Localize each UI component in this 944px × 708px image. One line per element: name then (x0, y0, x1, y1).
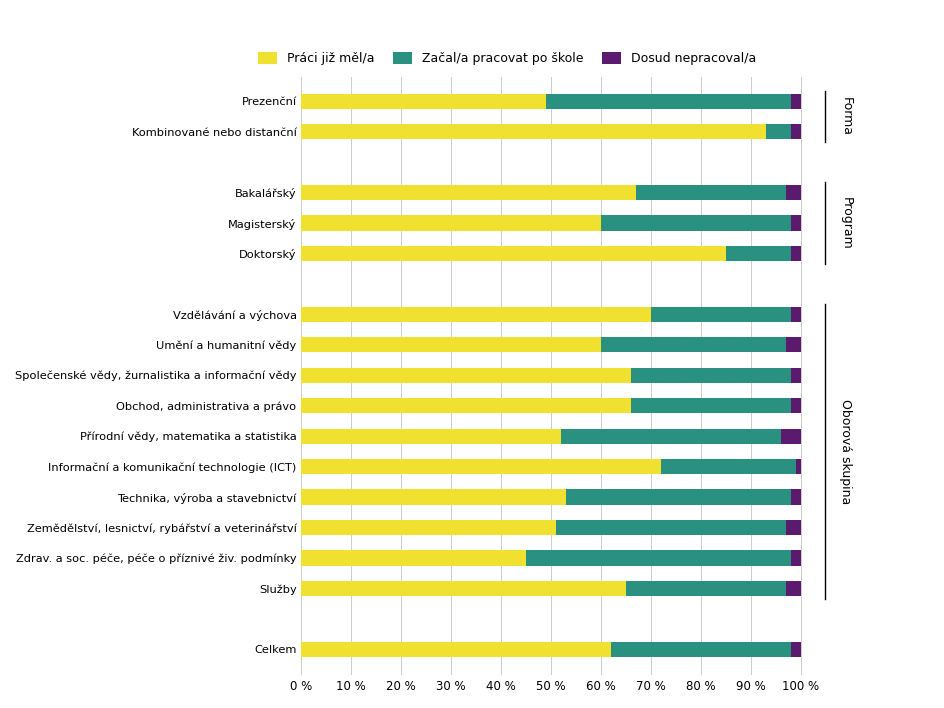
Bar (726, 246, 791, 261)
Bar (766, 124, 791, 139)
Bar (791, 367, 801, 383)
Text: Oborová skupina: Oborová skupina (839, 399, 852, 504)
Bar (301, 550, 526, 566)
Bar (785, 520, 801, 535)
Bar (791, 124, 801, 139)
Bar (611, 641, 791, 657)
Bar (526, 550, 791, 566)
Bar (661, 459, 796, 474)
Bar (566, 489, 791, 505)
Bar (791, 215, 801, 231)
Legend: Práci již měl/a, Začal/a pracovat po škole, Dosud nepracoval/a: Práci již měl/a, Začal/a pracovat po ško… (253, 47, 761, 70)
Text: Program: Program (839, 197, 852, 249)
Bar (301, 398, 631, 413)
Bar (785, 185, 801, 200)
Bar (301, 185, 636, 200)
Bar (301, 428, 561, 444)
Bar (301, 581, 626, 596)
Bar (301, 337, 601, 353)
Bar (791, 307, 801, 322)
Bar (556, 520, 785, 535)
Bar (301, 215, 601, 231)
Bar (301, 307, 651, 322)
Bar (301, 124, 766, 139)
Bar (791, 550, 801, 566)
Bar (301, 641, 611, 657)
Bar (651, 307, 791, 322)
Bar (631, 367, 791, 383)
Bar (636, 185, 785, 200)
Bar (791, 489, 801, 505)
Bar (301, 93, 546, 109)
Bar (601, 337, 785, 353)
Bar (626, 581, 785, 596)
Bar (796, 459, 801, 474)
Bar (301, 489, 566, 505)
Bar (631, 398, 791, 413)
Bar (791, 641, 801, 657)
Text: Forma: Forma (839, 97, 852, 136)
Bar (791, 93, 801, 109)
Bar (791, 246, 801, 261)
Bar (561, 428, 781, 444)
Bar (791, 398, 801, 413)
Bar (785, 337, 801, 353)
Bar (601, 215, 791, 231)
Bar (781, 428, 801, 444)
Bar (301, 459, 661, 474)
Bar (301, 367, 631, 383)
Bar (546, 93, 791, 109)
Bar (301, 246, 726, 261)
Bar (301, 520, 556, 535)
Bar (785, 581, 801, 596)
